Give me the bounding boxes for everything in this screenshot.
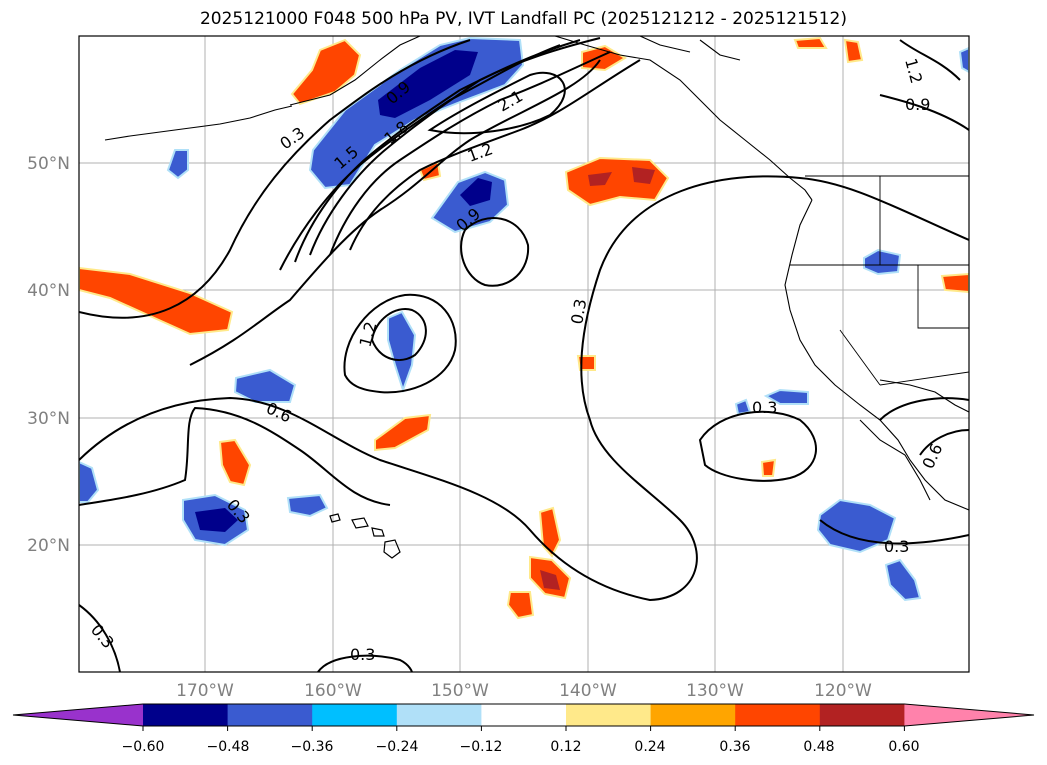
colorbar-segment	[735, 704, 821, 726]
contour-label: 1.2	[465, 139, 495, 166]
colorbar-tick-label: 0.36	[719, 739, 750, 755]
lon-label: 130°W	[686, 681, 744, 701]
hawaii-islands	[329, 513, 401, 559]
lon-label: 120°W	[814, 681, 872, 701]
colorbar-segment	[227, 704, 313, 726]
colorbar-tick-labels: −0.60 −0.48 −0.36 −0.24 −0.12 0.12 0.24 …	[122, 739, 920, 755]
colorbar-segment	[312, 704, 398, 726]
colorbar-tick-label: −0.24	[376, 739, 419, 755]
colorbar-tick-label: −0.60	[122, 739, 165, 755]
political-borders	[790, 175, 969, 386]
lon-label: 160°W	[304, 681, 362, 701]
colorbar-tick-label: 0.60	[888, 739, 919, 755]
colorbar-tick-label: 0.12	[550, 739, 581, 755]
lon-label: 170°W	[176, 681, 234, 701]
colorbar-segment	[819, 704, 905, 726]
contour-label: 0.3	[350, 645, 375, 664]
colorbar-tick-label: 0.48	[803, 739, 834, 755]
contour-label: 0.9	[905, 95, 930, 114]
latitude-labels: 50°N 40°N 30°N 20°N	[27, 154, 70, 556]
lat-label: 20°N	[27, 536, 70, 556]
lon-label: 150°W	[431, 681, 489, 701]
map-title: 2025121000 F048 500 hPa PV, IVT Landfall…	[199, 9, 847, 29]
contour-label: 0.3	[276, 123, 308, 153]
pv-contours	[79, 37, 969, 672]
lat-label: 50°N	[27, 154, 70, 174]
colorbar-tick-label: −0.12	[460, 739, 503, 755]
contour-label: 0.3	[567, 297, 590, 325]
colorbar-segment	[650, 704, 736, 726]
colorbar-segment	[143, 704, 229, 726]
ivt-negative-shading	[79, 36, 969, 602]
contour-label: 0.3	[752, 398, 777, 417]
contour-label: 1.2	[901, 56, 926, 86]
lat-label: 30°N	[27, 409, 70, 429]
map-frame	[78, 35, 970, 673]
longitude-labels: 170°W 160°W 150°W 140°W 130°W 120°W	[176, 681, 872, 701]
colorbar	[12, 703, 1035, 731]
ivt-positive-shading	[79, 36, 969, 620]
colorbar-extend-high	[904, 704, 1034, 726]
contour-label: 0.6	[918, 441, 946, 472]
contour-labels: 0.3 0.9 2.1 1.5 1.8 1.2 0.9 1.2 0.9 0.6 …	[87, 56, 946, 664]
lon-label: 140°W	[559, 681, 617, 701]
colorbar-tick-label: −0.48	[207, 739, 250, 755]
coastlines	[104, 36, 969, 511]
colorbar-extend-low	[13, 704, 143, 726]
colorbar-segment	[566, 704, 652, 726]
lat-label: 40°N	[27, 281, 70, 301]
gridlines	[79, 36, 969, 672]
contour-label: 0.3	[884, 537, 909, 556]
colorbar-segment	[481, 704, 567, 726]
colorbar-segment	[396, 704, 482, 726]
colorbar-tick-label: 0.24	[634, 739, 665, 755]
colorbar-tick-label: −0.36	[291, 739, 334, 755]
